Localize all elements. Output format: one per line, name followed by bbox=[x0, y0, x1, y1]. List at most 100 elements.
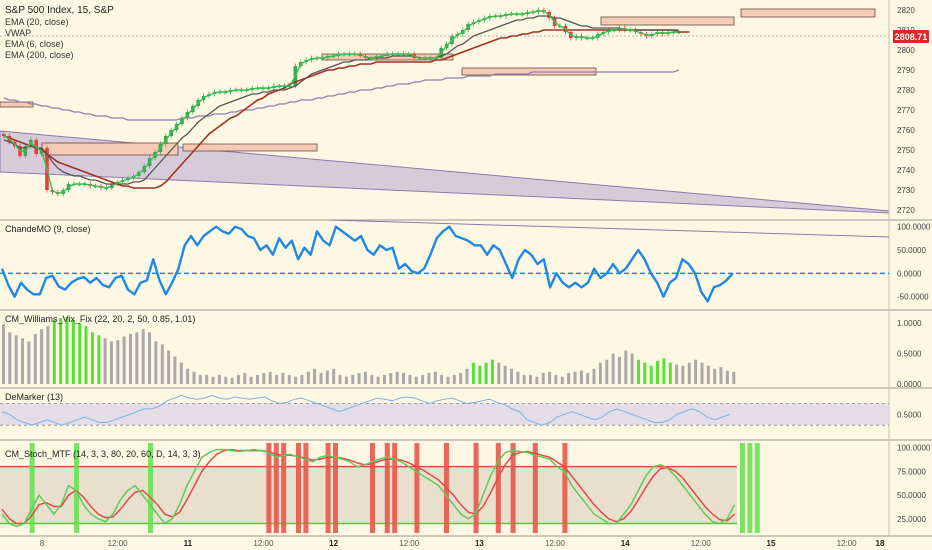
vix-fix-bar bbox=[313, 368, 317, 384]
vix-fix-bar bbox=[243, 373, 247, 384]
williams-axis: 1.0000 0.5000 0.0000 bbox=[897, 319, 922, 389]
zone-box bbox=[41, 142, 179, 156]
vix-fix-bar bbox=[109, 341, 113, 384]
vix-fix-bar bbox=[40, 329, 44, 384]
vix-fix-bar bbox=[33, 334, 37, 384]
vix-fix-bar bbox=[230, 377, 234, 384]
price-tick-label: 2790 bbox=[897, 66, 915, 75]
supply-demand-zones bbox=[0, 8, 876, 156]
vix-fix-bar bbox=[376, 376, 380, 384]
chande-axis: 100.0000 50.0000 0.0000 -50.0000 bbox=[897, 223, 931, 302]
vix-fix-bar bbox=[681, 365, 685, 384]
vix-fix-bar bbox=[452, 374, 456, 384]
stoch-oversold-bar bbox=[747, 443, 753, 533]
vix-fix-bar bbox=[71, 320, 75, 384]
vix-fix-bar bbox=[656, 360, 659, 384]
vix-fix-bar bbox=[224, 376, 228, 384]
vix-fix-bar bbox=[554, 374, 558, 384]
vix-fix-bar bbox=[122, 336, 126, 384]
vix-fix-bar bbox=[46, 326, 50, 384]
stoch-pane: 100.0000 75.0000 50.0000 25.0000 CM_Stoch_M… bbox=[0, 443, 931, 533]
price-tick-label: 2750 bbox=[897, 146, 915, 155]
vix-fix-bar bbox=[173, 356, 177, 384]
vix-fix-bar bbox=[465, 368, 469, 384]
candle-body bbox=[2, 134, 6, 136]
demarker-title: DeMarker (13) bbox=[5, 392, 63, 402]
vix-fix-bar bbox=[668, 362, 672, 384]
stoch-overbought-bar bbox=[562, 443, 568, 533]
vix-fix-bar bbox=[725, 370, 729, 384]
vix-fix-bar bbox=[497, 362, 501, 384]
stoch-oversold-bar bbox=[740, 443, 745, 533]
time-axis-labels: 8 12:00 11 12:00 12 12:00 13 12:00 14 12:00 15 12:0… bbox=[40, 539, 885, 548]
vix-fix-bar bbox=[21, 338, 24, 384]
vix-fix-bar bbox=[167, 350, 171, 384]
stoch-overbought-bar bbox=[370, 443, 375, 533]
vix-fix-bar bbox=[306, 371, 310, 384]
vix-fix-bar bbox=[395, 371, 399, 384]
vix-fix-bar bbox=[154, 341, 158, 384]
vix-fix-bar bbox=[516, 371, 520, 384]
vix-fix-bar bbox=[198, 374, 202, 384]
vix-fix-bar bbox=[440, 374, 444, 384]
time-axis: 8 12:00 11 12:00 12 12:00 13 12:00 14 12:00 15 12:0… bbox=[0, 535, 932, 548]
price-tick-label: 2780 bbox=[897, 86, 915, 95]
stoch-overbought-bar bbox=[414, 443, 420, 533]
vix-fix-bar bbox=[332, 368, 336, 384]
stoch-overbought-bar bbox=[392, 443, 398, 533]
time-tick-label: 12:00 bbox=[399, 539, 420, 548]
price-badge-text: 2808.71 bbox=[895, 32, 928, 42]
vix-fix-bar bbox=[192, 371, 196, 384]
vix-fix-bar bbox=[560, 376, 564, 384]
chande-pane: 100.0000 50.0000 0.0000 -50.0000 ChandeMO (… bbox=[0, 219, 931, 303]
legend-ema200: EMA (200, close) bbox=[5, 50, 74, 60]
chande-tick-label: 50.0000 bbox=[897, 246, 926, 255]
stoch-oversold-bar bbox=[29, 443, 35, 533]
vix-fix-bar bbox=[281, 373, 285, 384]
time-tick-label: 11 bbox=[184, 539, 193, 548]
vix-fix-bar bbox=[27, 341, 31, 384]
vix-fix-bar bbox=[471, 362, 475, 384]
stoch-oversold-bar bbox=[754, 443, 760, 533]
stoch-overbought-bar bbox=[333, 443, 338, 533]
stoch-title: CM_Stoch_MTF (14, 3, 3, 80, 20, 60, D, 1… bbox=[5, 449, 201, 459]
vix-fix-bar bbox=[427, 373, 431, 384]
vix-fix-bar bbox=[630, 353, 634, 384]
vix-fix-bar bbox=[383, 374, 386, 384]
vix-fix-bar bbox=[179, 362, 183, 384]
vix-fix-bar bbox=[408, 374, 412, 384]
vix-fix-bar bbox=[300, 374, 304, 384]
vix-fix-bar bbox=[713, 368, 717, 384]
vix-fix-bar bbox=[541, 373, 545, 384]
vix-fix-bar bbox=[389, 373, 393, 384]
vix-fix-bar bbox=[662, 358, 666, 384]
vix-fix-bar bbox=[319, 373, 323, 384]
legend-vwap: VWAP bbox=[5, 28, 31, 38]
vix-fix-bar bbox=[548, 371, 552, 384]
vix-fix-bar bbox=[611, 353, 615, 384]
stoch-tick-label: 50.0000 bbox=[897, 491, 926, 500]
vix-fix-bar bbox=[637, 359, 640, 384]
pane-separators bbox=[0, 0, 932, 536]
vix-fix-bar bbox=[579, 370, 583, 384]
time-tick-label: 12:00 bbox=[837, 539, 858, 548]
stoch-d-line bbox=[1, 448, 736, 525]
zone-box bbox=[740, 8, 876, 18]
price-tick-label: 2800 bbox=[897, 46, 915, 55]
vix-fix-bar bbox=[256, 374, 259, 384]
main-pane: 2720273027402750276027702780279028002810… bbox=[0, 5, 929, 215]
time-tick-label: 14 bbox=[621, 539, 630, 548]
vix-fix-bar bbox=[586, 373, 590, 384]
demarker-tick-label: 0.5000 bbox=[897, 410, 922, 419]
vix-fix-bar bbox=[503, 365, 507, 384]
vix-fix-bar bbox=[129, 334, 132, 384]
zone-box bbox=[182, 143, 318, 152]
vix-fix-bar bbox=[643, 362, 647, 384]
williams-tick-label: 0.0000 bbox=[897, 380, 922, 389]
demarker-axis: 0.5000 bbox=[897, 410, 922, 419]
vix-fix-bar bbox=[14, 335, 18, 384]
vix-fix-bar bbox=[65, 317, 69, 384]
vix-fix-bar bbox=[478, 365, 482, 384]
price-tick-label: 2720 bbox=[897, 206, 915, 215]
vix-fix-bar bbox=[116, 340, 120, 384]
